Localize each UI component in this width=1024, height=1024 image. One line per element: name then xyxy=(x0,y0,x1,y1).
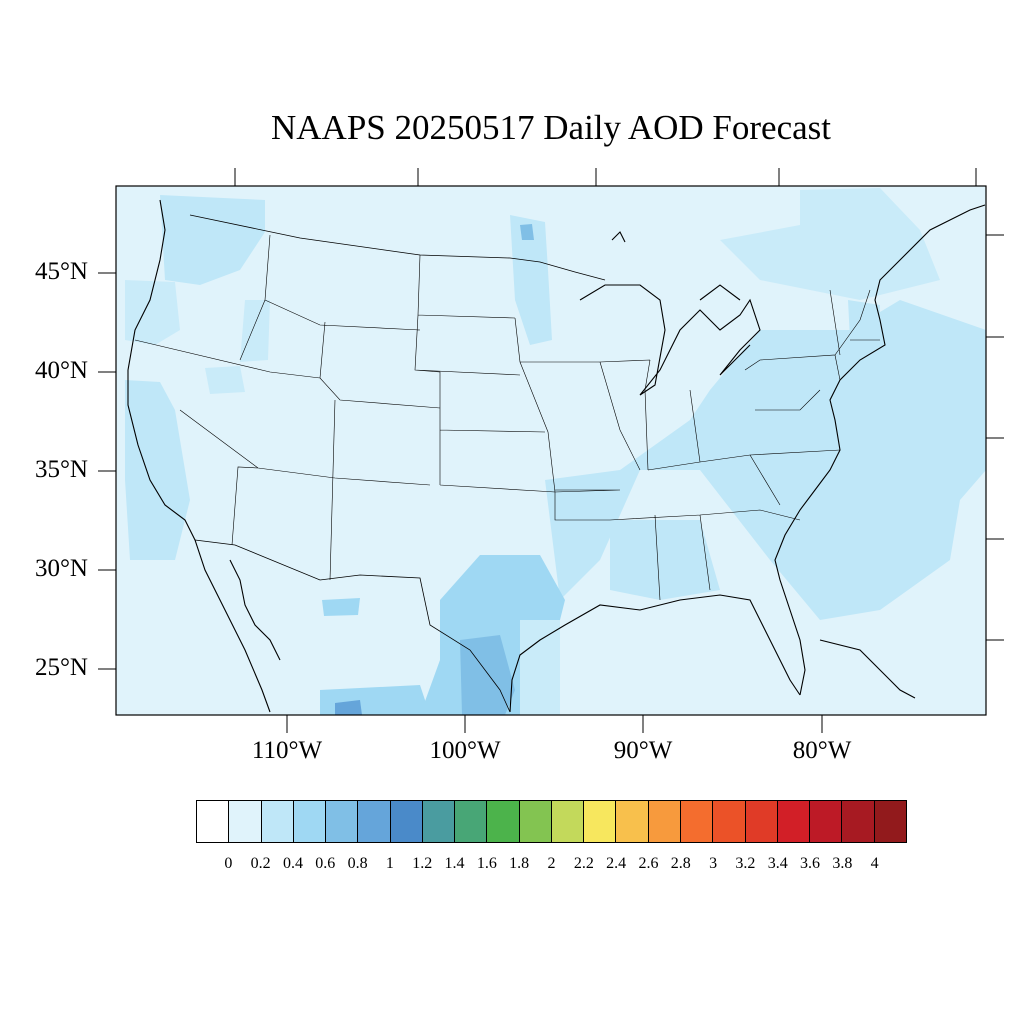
lat-label-45n: 45°N xyxy=(34,258,88,285)
colorbar-tick-label: 2.2 xyxy=(573,855,594,872)
colorbar-box xyxy=(551,801,585,842)
colorbar xyxy=(196,800,907,843)
gulf-coast xyxy=(509,594,801,713)
aod-patch-california xyxy=(125,380,190,560)
aod-patch-east xyxy=(545,300,986,620)
colorbar-box xyxy=(810,801,843,842)
colorbar-box xyxy=(229,801,262,842)
colorbar-box xyxy=(584,801,617,842)
lon-label-90w: 90°W xyxy=(613,737,673,764)
aod-patch-mexico-core xyxy=(335,700,362,715)
aod-patch-southeast xyxy=(610,520,720,600)
boundaries xyxy=(134,214,880,713)
colorbar-box xyxy=(713,801,746,842)
lat-label-25n: 25°N xyxy=(34,654,88,681)
colorbar-tick-label: 0.8 xyxy=(347,855,368,872)
colorbar-tick-label: 0.4 xyxy=(282,855,303,872)
us-mexico-border xyxy=(194,539,511,713)
colorbar-box xyxy=(874,801,906,842)
colorbar-tick-label: 2.8 xyxy=(670,855,691,872)
aod-patch-canada-east xyxy=(720,188,940,300)
map-title: NAAPS 20250517 Daily AOD Forecast xyxy=(271,108,831,147)
colorbar-tick-label: 1 xyxy=(385,855,394,872)
colorbar-box xyxy=(390,801,423,842)
aod-shading xyxy=(125,188,986,715)
colorbar-box xyxy=(648,801,681,842)
colorbar-box xyxy=(326,801,359,842)
colorbar-box xyxy=(261,801,294,842)
lat-label-30n: 30°N xyxy=(34,555,88,582)
colorbar-tick-label: 0.6 xyxy=(315,855,336,872)
lon-label-100w: 100°W xyxy=(429,737,501,764)
colorbar-box xyxy=(616,801,649,842)
aod-patch-minnesota xyxy=(510,215,552,345)
colorbar-tick-label: 4 xyxy=(870,855,879,872)
colorbar-tick-label: 2.6 xyxy=(638,855,659,872)
colorbar-box xyxy=(422,801,456,842)
florida-east xyxy=(774,204,986,696)
baja-peninsula xyxy=(229,559,281,661)
colorbar-tick-label: 3 xyxy=(709,855,718,872)
aod-patch-nevada xyxy=(205,366,245,394)
lat-label-40n: 40°N xyxy=(34,357,88,384)
colorbar-tick-label: 3.2 xyxy=(735,855,756,872)
colorbar-tick-label: 0 xyxy=(224,855,233,872)
colorbar-tick-label: 1.4 xyxy=(444,855,465,872)
colorbar-box xyxy=(487,801,520,842)
colorbar-box xyxy=(455,801,488,842)
colorbar-box xyxy=(197,801,230,842)
colorbar-tick-label: 0.2 xyxy=(250,855,271,872)
colorbar-tick-label: 3.4 xyxy=(767,855,788,872)
state-lines xyxy=(134,234,880,601)
colorbar-tick-label: 1.8 xyxy=(509,855,530,872)
colorbar-tick-label: 3.8 xyxy=(832,855,853,872)
colorbar-tick-label: 2 xyxy=(547,855,556,872)
axis-ticks xyxy=(98,168,1004,733)
aod-patch-idaho xyxy=(240,300,270,362)
aod-patch-lake-superior-hot xyxy=(520,224,534,240)
colorbar-box xyxy=(680,801,714,842)
aod-patch-oregon xyxy=(125,280,180,345)
colorbar-box xyxy=(358,801,391,842)
colorbar-box xyxy=(293,801,327,842)
lat-label-35n: 35°N xyxy=(34,456,88,483)
colorbar-box xyxy=(745,801,778,842)
colorbar-box xyxy=(777,801,811,842)
great-lakes xyxy=(579,231,761,396)
west-coast xyxy=(127,199,271,713)
colorbar-box xyxy=(842,801,875,842)
coastlines xyxy=(127,199,986,713)
colorbar-tick-label: 3.6 xyxy=(800,855,821,872)
colorbar-tick-label: 2.4 xyxy=(606,855,627,872)
colorbar-box xyxy=(519,801,552,842)
cuba xyxy=(819,639,916,699)
colorbar-tick-label: 1.2 xyxy=(412,855,433,872)
map-frame xyxy=(115,185,987,716)
colorbar-tick-label: 1.6 xyxy=(476,855,497,872)
aod-patch-gulf xyxy=(520,620,560,715)
aod-patch-pacific-nw xyxy=(160,195,265,285)
lon-label-110w: 110°W xyxy=(251,737,323,764)
aod-patch-new-mexico xyxy=(322,598,360,616)
lon-label-80w: 80°W xyxy=(792,737,852,764)
us-canada-border xyxy=(189,214,606,281)
